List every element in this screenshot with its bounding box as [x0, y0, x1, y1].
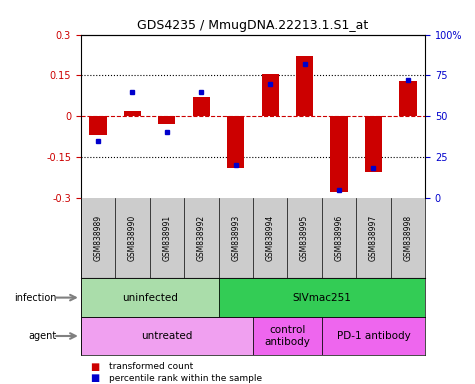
Bar	[227, 116, 244, 168]
Text: GSM838992: GSM838992	[197, 215, 206, 261]
Text: ■: ■	[90, 373, 99, 383]
Text: SIVmac251: SIVmac251	[293, 293, 351, 303]
Text: GSM838995: GSM838995	[300, 215, 309, 261]
Text: infection: infection	[14, 293, 57, 303]
Text: GSM838989: GSM838989	[94, 215, 103, 261]
Text: GSM838998: GSM838998	[403, 215, 412, 261]
Bar	[399, 81, 417, 116]
Bar	[124, 111, 141, 116]
Bar	[218, 278, 425, 317]
Bar	[81, 278, 219, 317]
Text: GSM838997: GSM838997	[369, 215, 378, 261]
Bar	[89, 116, 106, 135]
Text: ■: ■	[90, 362, 99, 372]
Bar	[158, 116, 175, 124]
Text: GSM838990: GSM838990	[128, 215, 137, 261]
Bar	[81, 317, 253, 355]
Bar	[193, 97, 210, 116]
Text: PD-1 antibody: PD-1 antibody	[337, 331, 410, 341]
Text: agent: agent	[28, 331, 57, 341]
Text: control
antibody: control antibody	[265, 325, 310, 347]
Text: GSM838993: GSM838993	[231, 215, 240, 261]
Text: GSM838996: GSM838996	[334, 215, 343, 261]
Bar	[365, 116, 382, 172]
Bar	[331, 116, 348, 192]
Bar	[296, 56, 313, 116]
Text: GSM838991: GSM838991	[162, 215, 171, 261]
Text: transformed count: transformed count	[109, 362, 193, 371]
Bar	[253, 317, 322, 355]
Text: GSM838994: GSM838994	[266, 215, 275, 261]
Text: untreated: untreated	[141, 331, 192, 341]
Text: uninfected: uninfected	[122, 293, 178, 303]
Bar	[322, 317, 425, 355]
Bar	[262, 74, 279, 116]
Text: percentile rank within the sample: percentile rank within the sample	[109, 374, 262, 383]
Title: GDS4235 / MmugDNA.22213.1.S1_at: GDS4235 / MmugDNA.22213.1.S1_at	[137, 19, 369, 32]
